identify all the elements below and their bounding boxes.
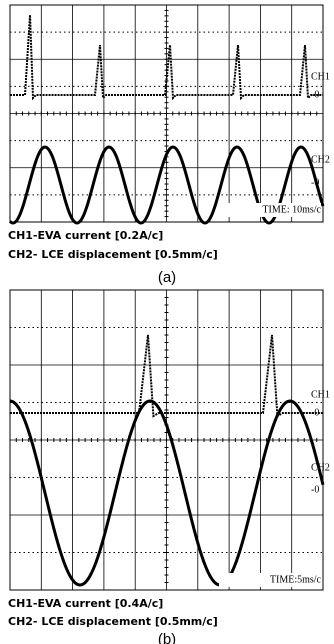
ch1-zero: -0 xyxy=(311,407,319,418)
caption-ch1: CH1-EVA current [0.4A/c] xyxy=(8,597,163,610)
figure: CH1 -0 CH2 -0 TIME: 10ms/c CH1-EVA current [0… xyxy=(0,0,334,644)
ch2-zero: -0 xyxy=(311,177,319,188)
scope-panel: CH1 -0 CH2 -0 TIME:5ms/c xyxy=(10,290,330,590)
time-label: TIME:5ms/c xyxy=(270,574,322,585)
caption-ch2: CH2- LCE displacement [0.5mm/c] xyxy=(8,615,218,628)
panel-label: (b) xyxy=(158,631,176,644)
ch2-zero: -0 xyxy=(311,484,319,495)
ch2-label: CH2 xyxy=(311,462,330,473)
ch1-label: CH1 xyxy=(311,71,330,82)
time-label: TIME: 10ms/c xyxy=(262,204,321,215)
ch1-label: CH1 xyxy=(311,389,330,400)
scope-panel: CH1 -0 CH2 -0 TIME: 10ms/c xyxy=(10,5,330,223)
caption-ch2: CH2- LCE displacement [0.5mm/c] xyxy=(8,248,218,261)
ch2-label: CH2 xyxy=(311,154,330,165)
panel-label: (a) xyxy=(158,269,176,286)
caption-ch1: CH1-EVA current [0.2A/c] xyxy=(8,229,163,242)
ch1-zero: -0 xyxy=(311,89,319,100)
